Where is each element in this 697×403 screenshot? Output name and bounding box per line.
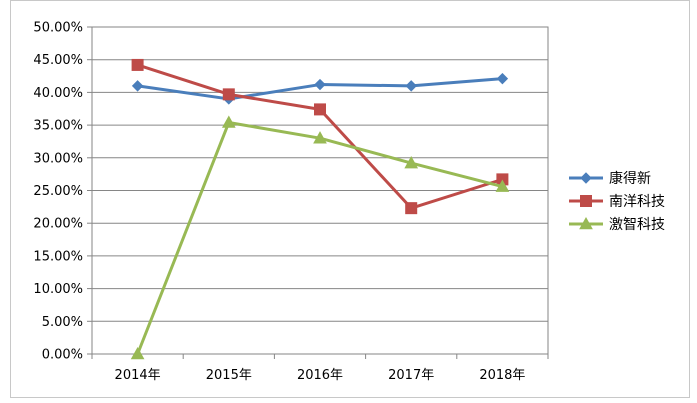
legend-label-1: 康得新 xyxy=(609,170,651,187)
data-point-series-1 xyxy=(496,72,509,85)
series-line-3 xyxy=(136,120,503,355)
x-tick-label: 2018年 xyxy=(479,368,525,383)
y-tick-label: 20.00% xyxy=(33,217,83,232)
legend-label-2: 南洋科技 xyxy=(609,194,665,210)
data-point-series-2 xyxy=(314,103,326,116)
data-point-series-3 xyxy=(313,131,327,144)
legend-marker-3 xyxy=(579,216,593,230)
legend-label-3: 激智科技 xyxy=(609,216,665,233)
y-tick-label: 35.00% xyxy=(33,119,83,134)
data-point-series-3 xyxy=(130,346,145,360)
y-tick-label: 45.00% xyxy=(33,53,83,68)
x-tick-label: 2014年 xyxy=(115,368,161,383)
data-point-series-2 xyxy=(131,58,144,71)
data-point-series-1 xyxy=(131,80,144,92)
data-point-series-3 xyxy=(404,156,419,169)
y-tick-label: 10.00% xyxy=(33,282,83,297)
y-tick-label: 40.00% xyxy=(33,86,83,101)
legend-marker-1 xyxy=(580,172,592,184)
y-tick-label: 50.00% xyxy=(33,21,83,36)
x-tick-label: 2017年 xyxy=(388,368,434,383)
y-tick-label: 5.00% xyxy=(42,315,83,330)
data-point-series-3 xyxy=(221,115,236,128)
y-tick-label: 0.00% xyxy=(42,348,83,363)
x-tick-label: 2016年 xyxy=(297,368,343,383)
y-tick-label: 15.00% xyxy=(33,249,83,264)
data-point-series-2 xyxy=(222,88,235,101)
x-tick-label: 2015年 xyxy=(206,368,252,383)
legend-marker-2 xyxy=(580,195,592,207)
data-point-series-2 xyxy=(405,202,418,215)
data-point-series-3 xyxy=(495,179,510,192)
y-tick-label: 25.00% xyxy=(33,184,83,199)
y-tick-label: 30.00% xyxy=(33,151,83,166)
chart-frame xyxy=(10,0,690,398)
data-point-series-1 xyxy=(314,78,326,91)
data-point-series-1 xyxy=(405,80,417,92)
